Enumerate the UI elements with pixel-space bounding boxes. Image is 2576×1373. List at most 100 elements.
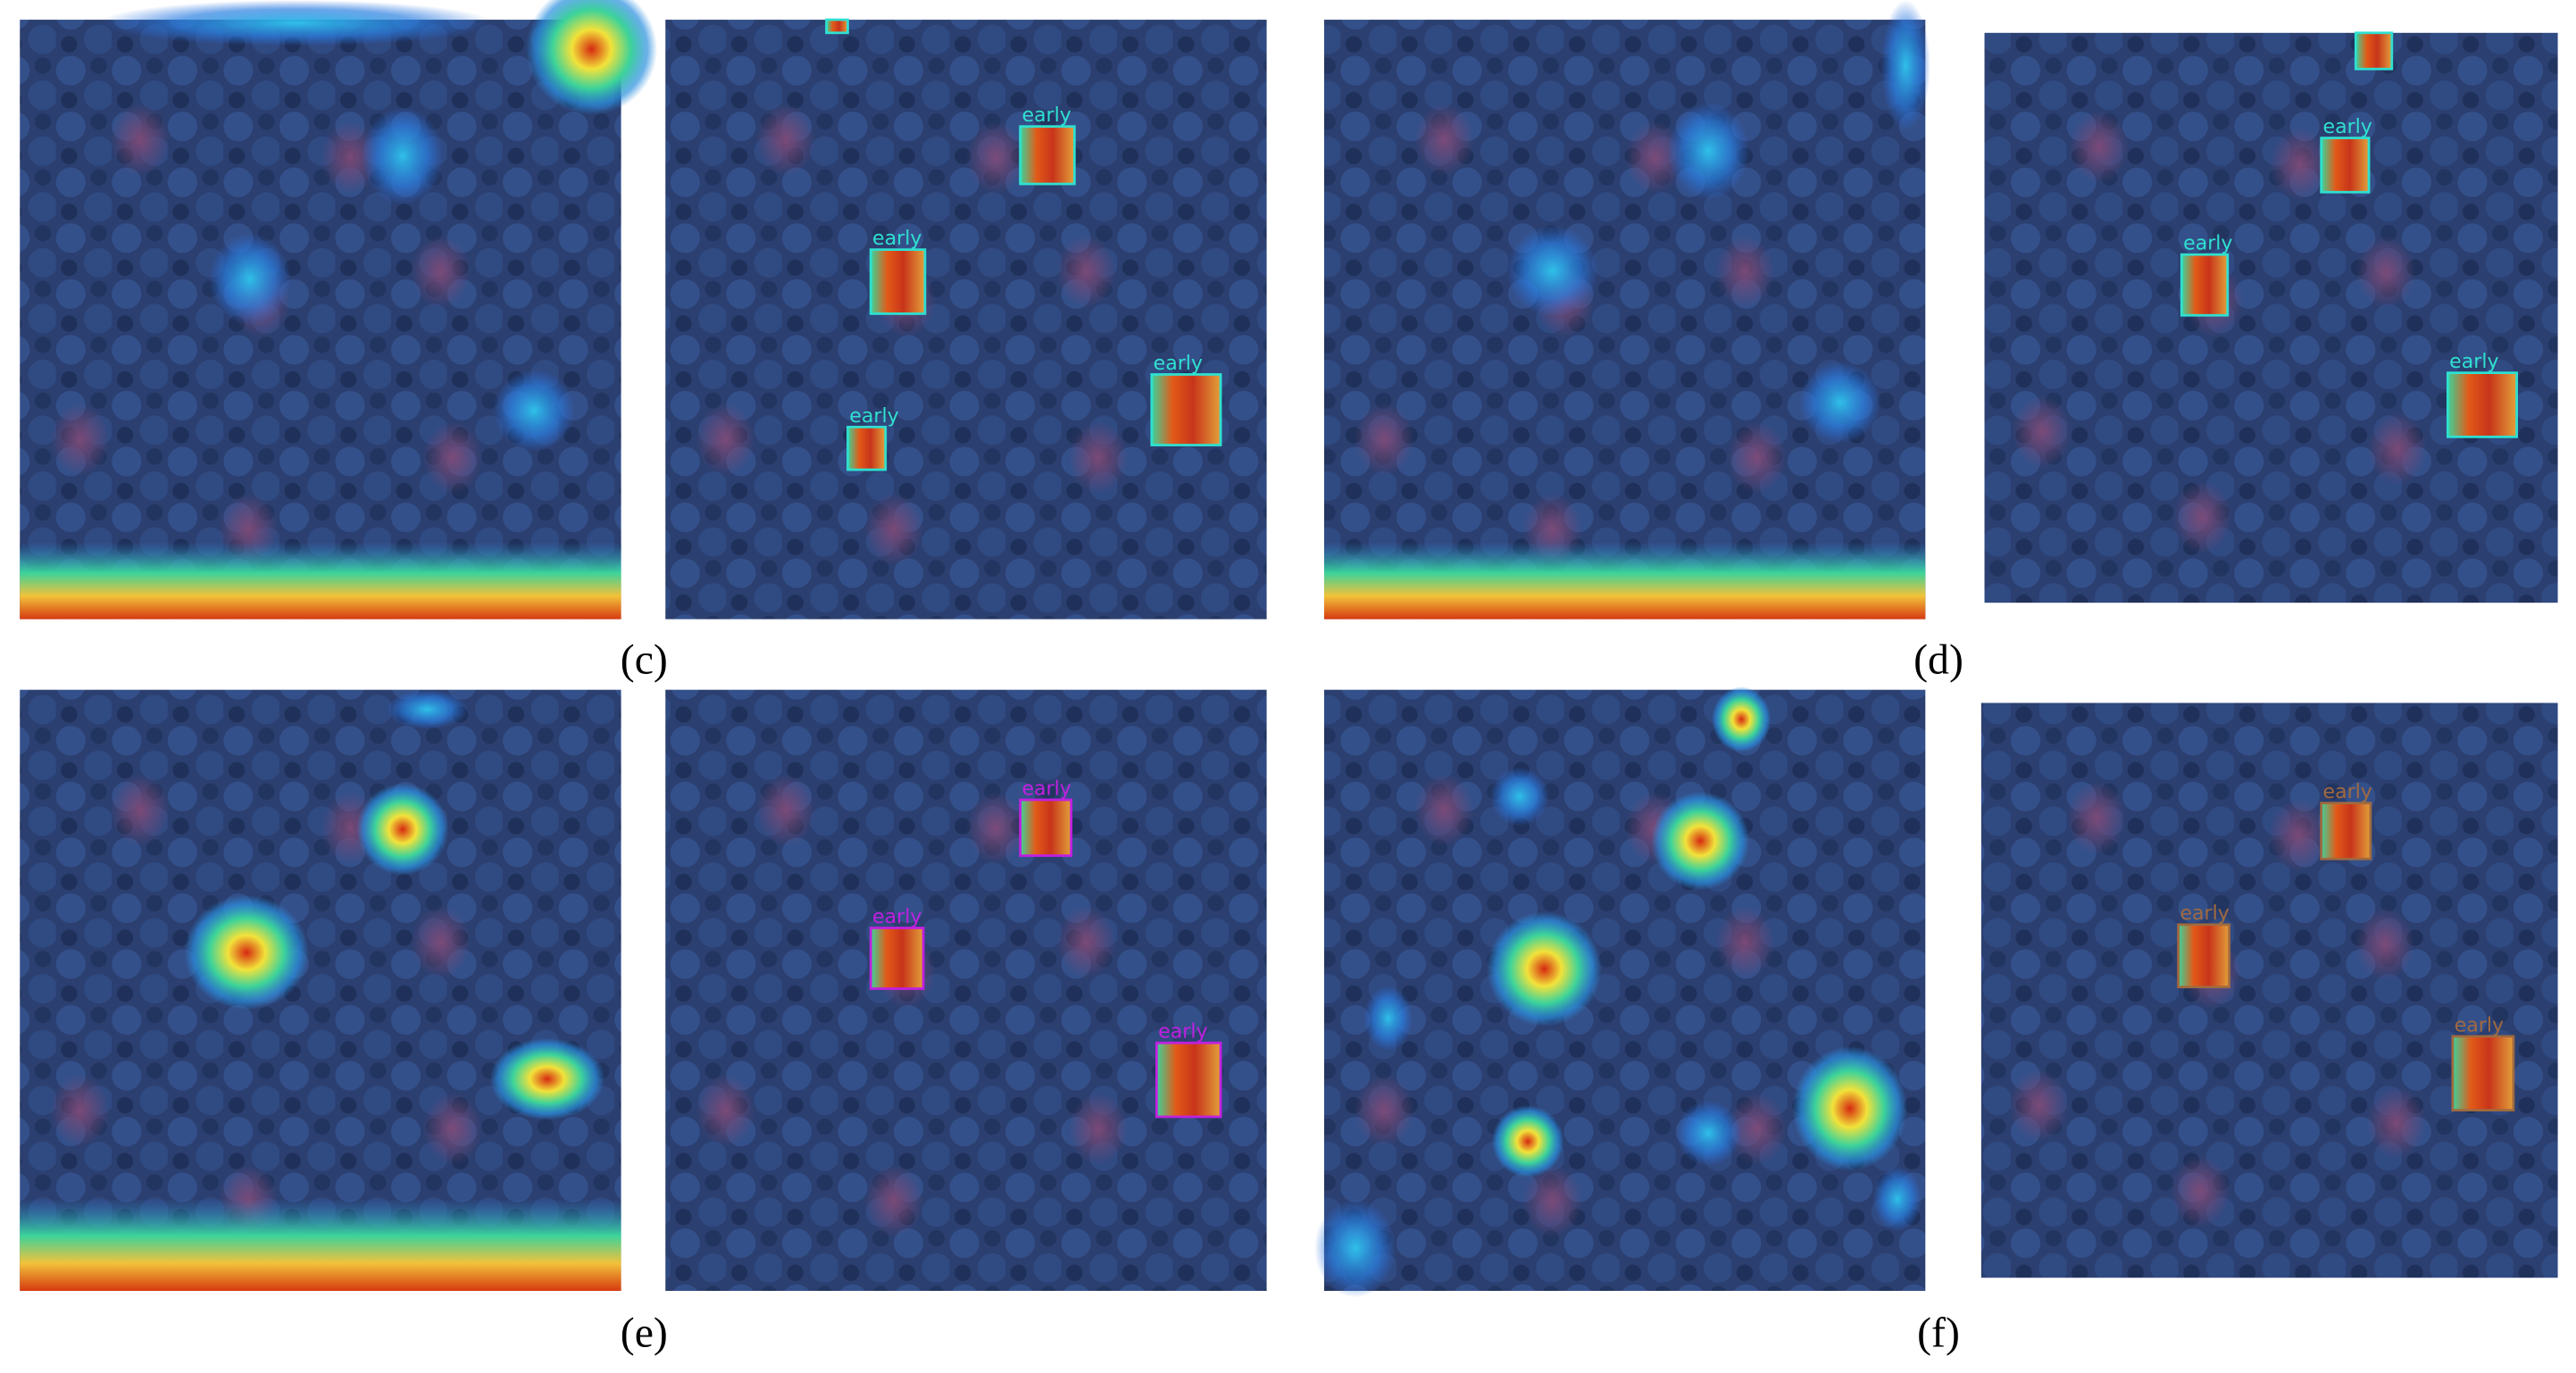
- tree-crown: [50, 1074, 110, 1147]
- tree-crown: [411, 235, 471, 308]
- box-heat: [2355, 32, 2392, 70]
- tree-crown: [2270, 128, 2330, 201]
- box-heat: [871, 249, 925, 314]
- heat-blob: [1313, 1198, 1396, 1298]
- box-heat: [871, 928, 924, 989]
- tree-crown: [422, 1092, 483, 1165]
- panel: [1984, 32, 2558, 603]
- heat-blob: [1487, 911, 1602, 1027]
- tree-crown: [2355, 236, 2416, 309]
- heat-blob: [493, 369, 576, 452]
- tree-crown: [1727, 1092, 1787, 1165]
- heat-band: [20, 542, 621, 620]
- detection-box: [846, 425, 888, 471]
- tree-crown: [422, 420, 483, 494]
- detection-box: [2446, 371, 2518, 438]
- tree-crown: [1068, 420, 1129, 494]
- caption: (f): [1917, 1310, 1960, 1357]
- detection-box: [869, 927, 925, 990]
- tree-crown: [2367, 412, 2427, 486]
- heat-blob: [1489, 767, 1550, 827]
- heat-blob: [356, 783, 449, 876]
- tree-crown: [50, 403, 110, 476]
- box-heat: [1151, 374, 1221, 445]
- box-heat: [1020, 126, 1075, 185]
- tree-crown: [755, 773, 816, 846]
- tree-crown: [1056, 235, 1116, 308]
- caption: (d): [1913, 636, 1963, 683]
- tree-crown: [966, 792, 1026, 865]
- detection-box: [2354, 31, 2394, 71]
- detection-box: [825, 18, 849, 35]
- heat-blob: [98, 0, 494, 46]
- tree-crown: [1355, 403, 1414, 476]
- detection-box: [1019, 125, 1076, 186]
- tree-crown: [1056, 906, 1116, 978]
- panel: [20, 20, 621, 620]
- caption: (c): [621, 636, 668, 683]
- detection-label: early: [2449, 351, 2498, 373]
- panels: early early early early early early early early…: [20, 0, 2558, 1298]
- detection-box: [2180, 253, 2230, 317]
- heat-blob: [1872, 1166, 1922, 1232]
- tree-crown: [1522, 1164, 1582, 1237]
- tree-crown: [110, 773, 171, 846]
- heat-blob: [208, 233, 291, 326]
- tree-crown: [864, 1164, 924, 1237]
- tree-crown: [1715, 235, 1775, 308]
- tree-crown: [1414, 773, 1474, 846]
- detection-label: early: [2183, 233, 2232, 255]
- panel: [665, 20, 1267, 620]
- heat-blob: [1651, 791, 1750, 891]
- detection-box: [869, 248, 927, 315]
- heat-blob: [1712, 686, 1772, 753]
- tree-crown: [696, 403, 755, 476]
- panel: [1323, 20, 1926, 620]
- detection-box: [1150, 373, 1222, 446]
- box-heat: [2181, 254, 2228, 316]
- tree-crown: [110, 103, 171, 176]
- detection-box: [2177, 923, 2231, 989]
- tree-crown: [2066, 781, 2127, 854]
- detection-label: early: [2323, 116, 2372, 138]
- detection-box: [1019, 798, 1073, 857]
- detection-box: [1155, 1041, 1222, 1119]
- heat-blob: [1798, 361, 1881, 444]
- panel: [1980, 703, 2558, 1278]
- tree-crown: [2355, 908, 2414, 981]
- detection-label: early: [872, 906, 921, 928]
- heat-blob: [1792, 1045, 1908, 1171]
- box-heat: [2447, 372, 2517, 437]
- box-heat: [1156, 1043, 1221, 1118]
- heat-blob: [1667, 102, 1750, 201]
- heat-band: [20, 1198, 621, 1292]
- box-heat: [2321, 137, 2370, 193]
- detection-label: early: [2455, 1014, 2504, 1036]
- box-heat: [847, 427, 886, 470]
- box-heat: [826, 20, 848, 33]
- detection-label: early: [2323, 781, 2372, 803]
- heat-blob: [1506, 225, 1599, 318]
- heat-blob: [1675, 1100, 1742, 1167]
- tree-crown: [2268, 799, 2329, 871]
- detection-label: early: [872, 228, 921, 250]
- tree-crown: [1068, 1092, 1129, 1165]
- detection-label: early: [1154, 353, 1203, 375]
- box-heat: [2321, 803, 2371, 860]
- tree-crown: [755, 103, 816, 176]
- panel: [665, 689, 1267, 1292]
- tree-crown: [2366, 1086, 2426, 1159]
- tree-crown: [696, 1074, 755, 1147]
- heat-blob: [361, 106, 444, 205]
- tree-crown: [1414, 103, 1474, 176]
- detection-box: [2320, 137, 2371, 194]
- box-heat: [2452, 1036, 2513, 1111]
- tree-crown: [2012, 395, 2072, 469]
- detection-label: early: [1021, 778, 1071, 800]
- heat-blob: [1880, 0, 1930, 132]
- tree-crown: [2171, 1155, 2230, 1228]
- tree-crown: [1715, 906, 1775, 978]
- box-heat: [2178, 924, 2230, 987]
